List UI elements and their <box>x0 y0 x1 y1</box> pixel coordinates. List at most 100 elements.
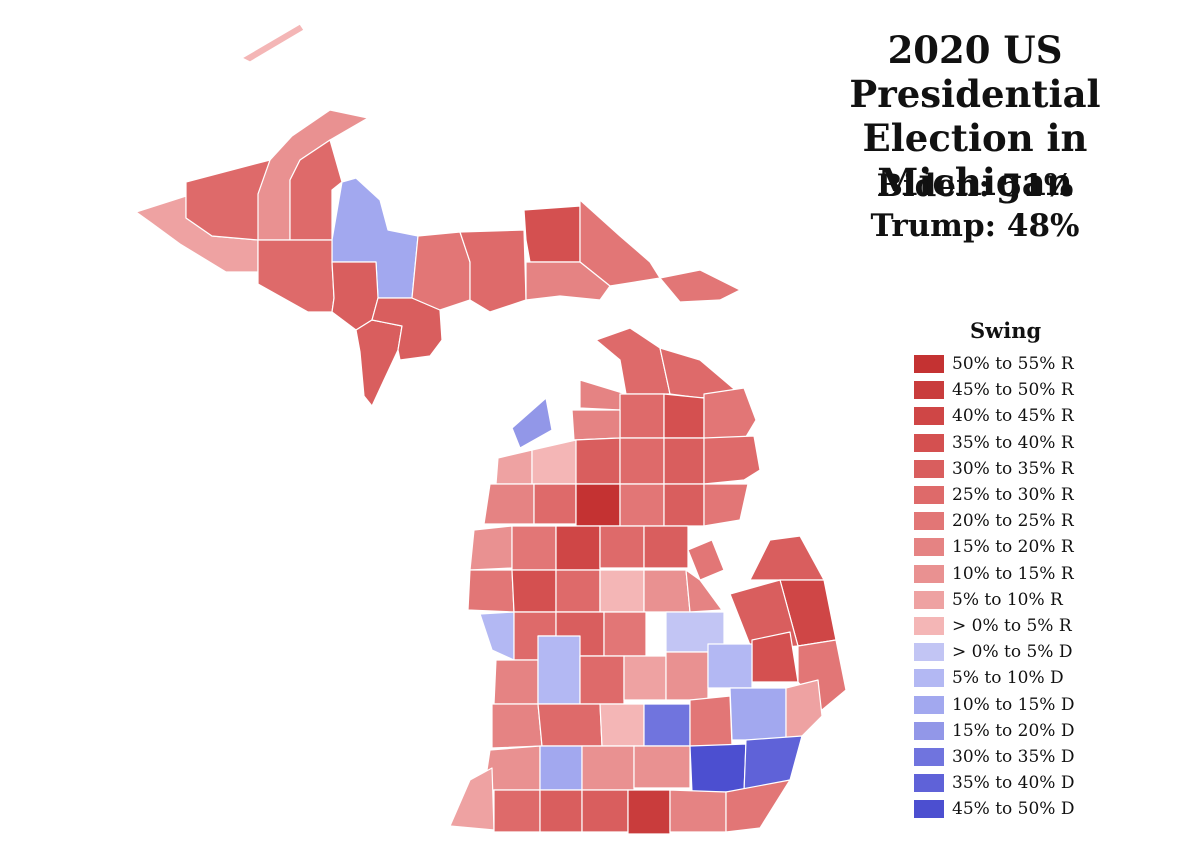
county-shape <box>689 743 747 793</box>
county-shape <box>331 261 379 331</box>
legend-swatch <box>914 695 944 714</box>
county-shape <box>663 483 705 527</box>
county-shape <box>241 23 305 63</box>
county-shape <box>579 655 625 705</box>
results-summary: Biden: 51% Trump: 48% <box>840 166 1110 246</box>
legend-swatch <box>914 643 944 662</box>
legend-label: 10% to 15% D <box>952 694 1075 715</box>
county-shape <box>579 379 627 411</box>
legend-item: 30% to 35% D <box>914 744 1174 770</box>
legend-label: 5% to 10% D <box>952 668 1064 689</box>
legend-label: 20% to 25% R <box>952 511 1074 532</box>
legend-item: > 0% to 5% R <box>914 613 1174 639</box>
county-shape <box>687 539 725 581</box>
legend-label: 5% to 10% R <box>952 589 1063 610</box>
legend-label: 35% to 40% R <box>952 432 1074 453</box>
county-shape <box>707 643 753 689</box>
legend-swatch <box>914 381 944 400</box>
legend-item: 5% to 10% D <box>914 665 1174 691</box>
legend-item: 45% to 50% R <box>914 377 1174 403</box>
legend-item: 30% to 35% R <box>914 456 1174 482</box>
county-shape <box>537 703 603 747</box>
legend-label: 30% to 35% D <box>952 746 1075 767</box>
county-shape <box>511 569 557 613</box>
legend-item: 45% to 50% D <box>914 796 1174 822</box>
legend-label: 40% to 45% R <box>952 406 1074 427</box>
county-shape <box>619 437 665 485</box>
legend-swatch <box>914 564 944 583</box>
legend-swatch <box>914 433 944 452</box>
legend-label: 35% to 40% D <box>952 773 1075 794</box>
legend-item: 40% to 45% R <box>914 403 1174 429</box>
county-shape <box>643 703 691 747</box>
county-shape <box>663 393 705 439</box>
county-shape <box>539 745 583 791</box>
county-shape <box>703 483 749 527</box>
county-shape <box>685 569 723 613</box>
legend-label: > 0% to 5% D <box>952 642 1073 663</box>
county-shape <box>689 695 733 747</box>
county-shape <box>411 231 471 311</box>
county-shape <box>623 655 667 701</box>
legend-swatch <box>914 512 944 531</box>
county-shape <box>627 789 671 835</box>
county-shape <box>643 569 691 613</box>
county-shape <box>581 789 629 833</box>
county-shape <box>619 483 665 527</box>
county-shape <box>603 611 647 657</box>
legend-item: 15% to 20% R <box>914 534 1174 560</box>
legend-swatch <box>914 538 944 557</box>
county-shape <box>595 327 671 395</box>
legend-swatch <box>914 459 944 478</box>
county-shape <box>725 779 791 833</box>
county-shape <box>599 569 645 613</box>
legend-swatch <box>914 590 944 609</box>
biden-result: Biden: 51% <box>876 168 1074 204</box>
legend-swatch <box>914 721 944 740</box>
county-shape <box>659 269 741 303</box>
county-shape <box>633 745 691 789</box>
county-shape <box>555 525 601 571</box>
county-shape <box>525 261 611 301</box>
swing-legend: Swing 50% to 55% R 45% to 50% R 40% to 45%… <box>914 318 1174 822</box>
legend-swatch <box>914 747 944 766</box>
legend-label: > 0% to 5% R <box>952 615 1072 636</box>
county-shape <box>511 397 553 449</box>
legend-swatch <box>914 669 944 688</box>
legend-swatch <box>914 800 944 819</box>
legend-label: 15% to 20% R <box>952 537 1074 558</box>
county-shape <box>511 525 557 571</box>
county-shape <box>493 789 541 833</box>
county-shape <box>643 525 689 569</box>
trump-result: Trump: 48% <box>870 208 1080 244</box>
legend-item: 10% to 15% R <box>914 561 1174 587</box>
county-shape <box>575 483 621 527</box>
county-shape <box>355 319 403 407</box>
county-shape <box>751 631 799 683</box>
county-shape <box>495 449 533 485</box>
legend-item: 35% to 40% R <box>914 430 1174 456</box>
county-shape <box>599 525 645 569</box>
county-shape <box>493 659 539 705</box>
county-shape <box>703 435 761 485</box>
county-shape <box>785 679 823 741</box>
county-shape <box>479 611 515 661</box>
legend-item: > 0% to 5% D <box>914 639 1174 665</box>
legend-swatch <box>914 616 944 635</box>
legend-item: 50% to 55% R <box>914 351 1174 377</box>
legend-swatch <box>914 486 944 505</box>
legend-item: 5% to 10% R <box>914 587 1174 613</box>
county-shape <box>619 393 665 439</box>
county-shape <box>257 239 335 313</box>
county-shape <box>571 409 621 441</box>
county-shape <box>663 437 705 485</box>
legend-title: Swing <box>970 318 1042 343</box>
county-shape <box>581 745 635 791</box>
county-shape <box>531 439 577 485</box>
legend-label: 10% to 15% R <box>952 563 1074 584</box>
county-shape <box>665 651 709 701</box>
county-shape <box>669 789 727 833</box>
county-shape <box>459 229 527 313</box>
county-shape <box>555 569 601 613</box>
